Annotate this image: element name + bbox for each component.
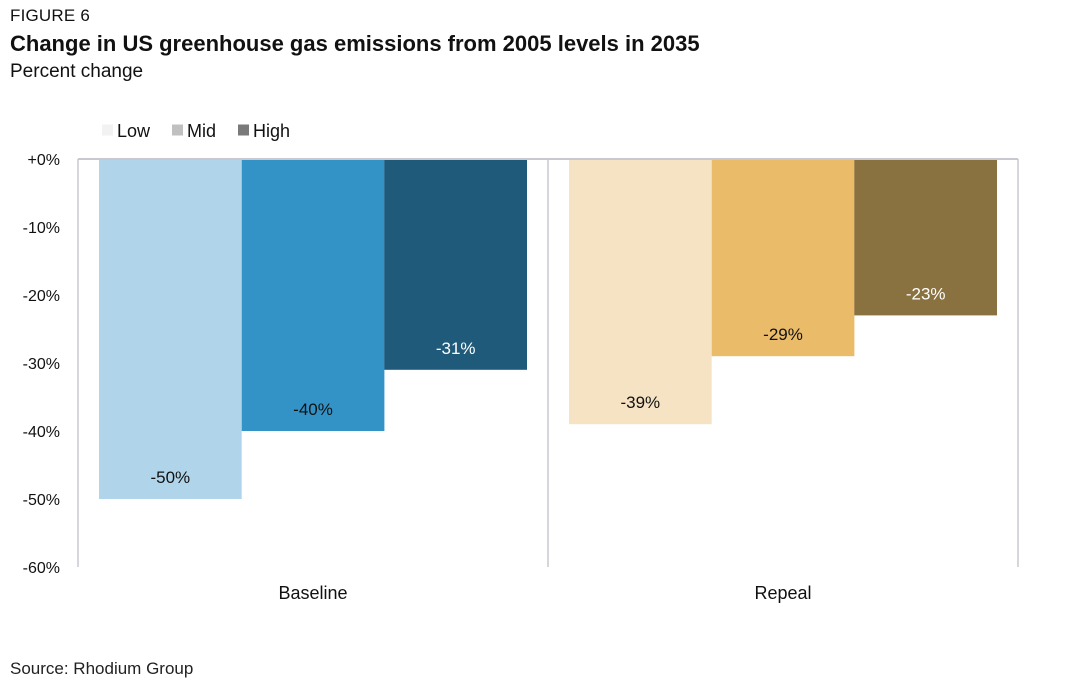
data-label: -23% <box>906 284 946 303</box>
legend-label-low: Low <box>117 121 151 141</box>
legend-swatch-high <box>238 124 249 136</box>
data-label: -29% <box>763 325 803 344</box>
bar-baseline-high <box>384 159 527 370</box>
y-tick-label: -40% <box>23 424 60 441</box>
y-tick-label: -60% <box>23 560 60 577</box>
category-label: Baseline <box>278 583 347 603</box>
bar-repeal-mid <box>711 159 855 357</box>
bar-baseline-low <box>99 159 242 499</box>
source-note: Source: Rhodium Group <box>10 659 194 678</box>
bar-repeal-low <box>569 159 712 425</box>
bar-baseline-mid <box>241 159 385 431</box>
y-tick-label: -20% <box>23 288 60 305</box>
legend-swatch-mid <box>172 124 183 136</box>
y-tick-label: -10% <box>23 220 60 237</box>
y-tick-label: -50% <box>23 492 60 509</box>
data-label: -50% <box>150 468 190 487</box>
legend-label-mid: Mid <box>187 121 216 141</box>
y-tick-label: +0% <box>28 152 60 169</box>
bar-repeal-high <box>854 159 997 316</box>
chart-subtitle: Percent change <box>10 61 144 82</box>
data-label: -31% <box>436 339 476 358</box>
legend-swatch-low <box>102 124 113 136</box>
chart-title: Change in US greenhouse gas emissions fr… <box>10 31 700 56</box>
figure-label: FIGURE 6 <box>10 6 91 25</box>
y-tick-label: -30% <box>23 356 60 373</box>
legend-label-high: High <box>253 121 290 141</box>
category-label: Repeal <box>754 583 811 603</box>
data-label: -39% <box>620 393 660 412</box>
data-label: -40% <box>293 400 333 419</box>
